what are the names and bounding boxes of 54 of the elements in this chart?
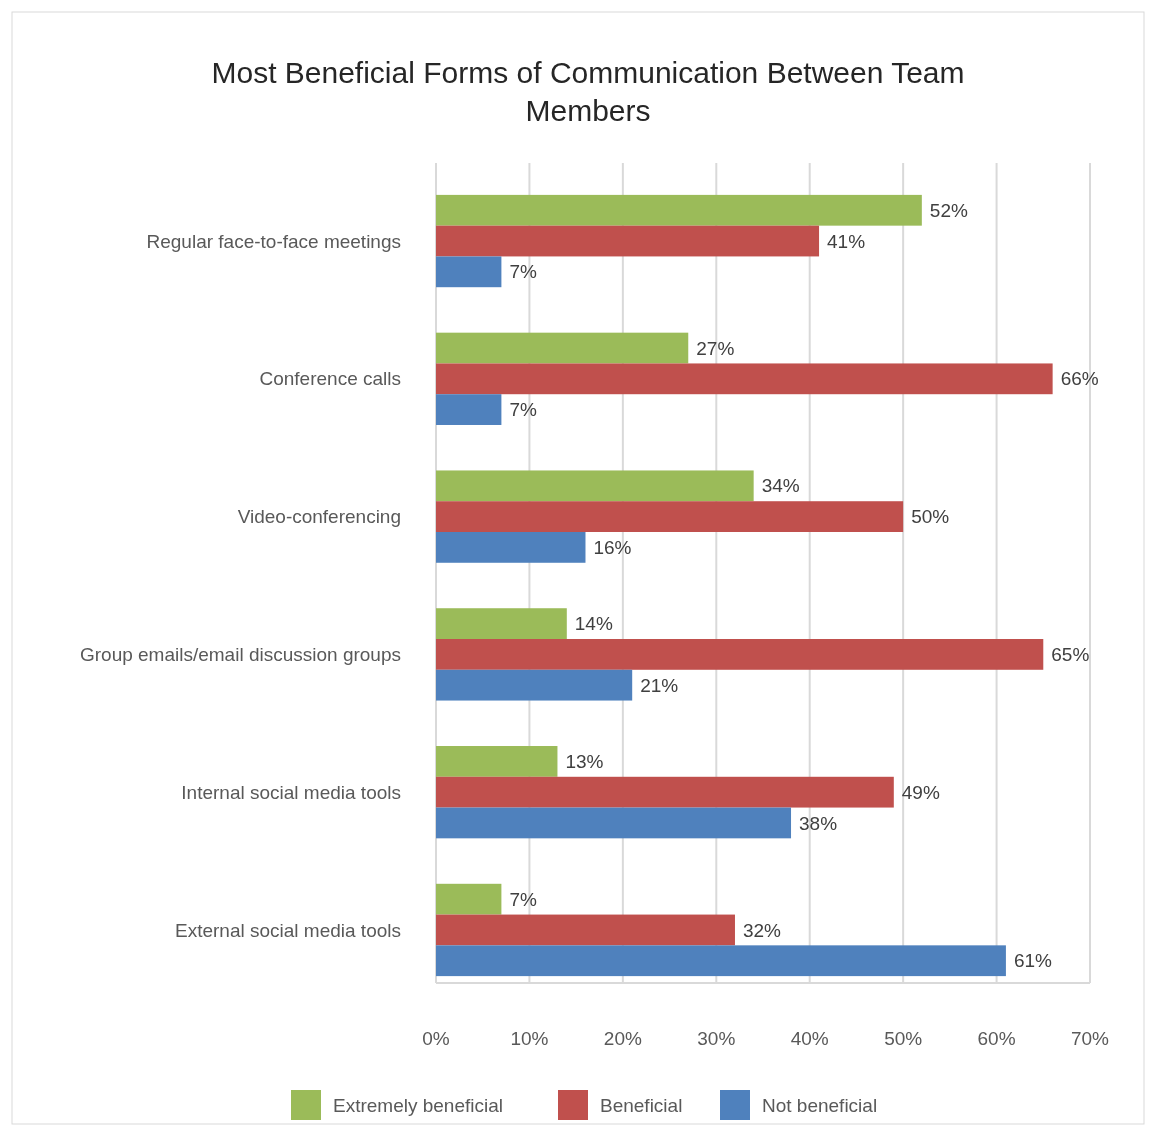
y-tick-label: Regular face-to-face meetings [146, 230, 401, 252]
data-label: 7% [509, 261, 537, 283]
legend-label: Extremely beneficial [333, 1094, 504, 1116]
data-label: 14% [574, 613, 613, 635]
data-label: 13% [565, 751, 604, 773]
data-label: 65% [1051, 644, 1090, 666]
y-tick-label: Group emails/email discussion groups [79, 644, 401, 666]
bar [436, 608, 567, 640]
data-label: 27% [696, 337, 735, 359]
x-tick-label: 10% [510, 1028, 549, 1049]
bar [436, 394, 502, 425]
data-label: 50% [911, 506, 950, 528]
bar [436, 332, 689, 364]
y-tick-label: External social media tools [175, 919, 401, 941]
data-label: 34% [761, 475, 800, 497]
y-tick-label: Conference calls [259, 368, 401, 390]
y-tick-label: Video-conferencing [237, 506, 401, 528]
bar [436, 194, 922, 226]
legend-label: Not beneficial [762, 1094, 878, 1116]
data-label: 61% [1013, 950, 1053, 972]
bar [436, 746, 558, 777]
bar [436, 945, 1006, 977]
x-tick-label: 50% [884, 1028, 923, 1049]
data-label: 66% [1060, 368, 1099, 390]
x-tick-label: 0% [422, 1028, 450, 1049]
x-tick-label: 40% [790, 1028, 829, 1049]
bar [436, 639, 1044, 670]
data-label: 7% [509, 399, 537, 421]
data-label: 49% [901, 781, 940, 803]
bar [436, 363, 1053, 395]
data-label: 7% [509, 888, 537, 910]
y-tick-label: Internal social media tools [181, 781, 401, 803]
data-label: 41% [827, 230, 866, 252]
chart-title: Most Beneficial Forms of Communication Between Team Members [211, 56, 965, 127]
x-tick-label: 20% [603, 1028, 642, 1049]
data-label: 16% [593, 537, 632, 559]
data-label: 38% [799, 812, 838, 834]
data-label: 21% [640, 674, 679, 696]
bar [436, 532, 586, 563]
data-label: 52% [929, 199, 968, 221]
bar [436, 256, 502, 288]
bar [436, 501, 904, 532]
legend-label: Beneficial [600, 1094, 683, 1116]
x-tick-label: 60% [977, 1028, 1016, 1049]
bar [436, 914, 735, 946]
bar [436, 883, 502, 915]
bar [436, 470, 754, 502]
x-tick-label: 70% [1070, 1028, 1110, 1049]
data-label: 32% [742, 919, 782, 941]
x-tick-label: 30% [697, 1028, 736, 1049]
bar [436, 225, 820, 257]
bar [436, 807, 792, 839]
bar [436, 776, 894, 808]
bar [436, 669, 633, 701]
